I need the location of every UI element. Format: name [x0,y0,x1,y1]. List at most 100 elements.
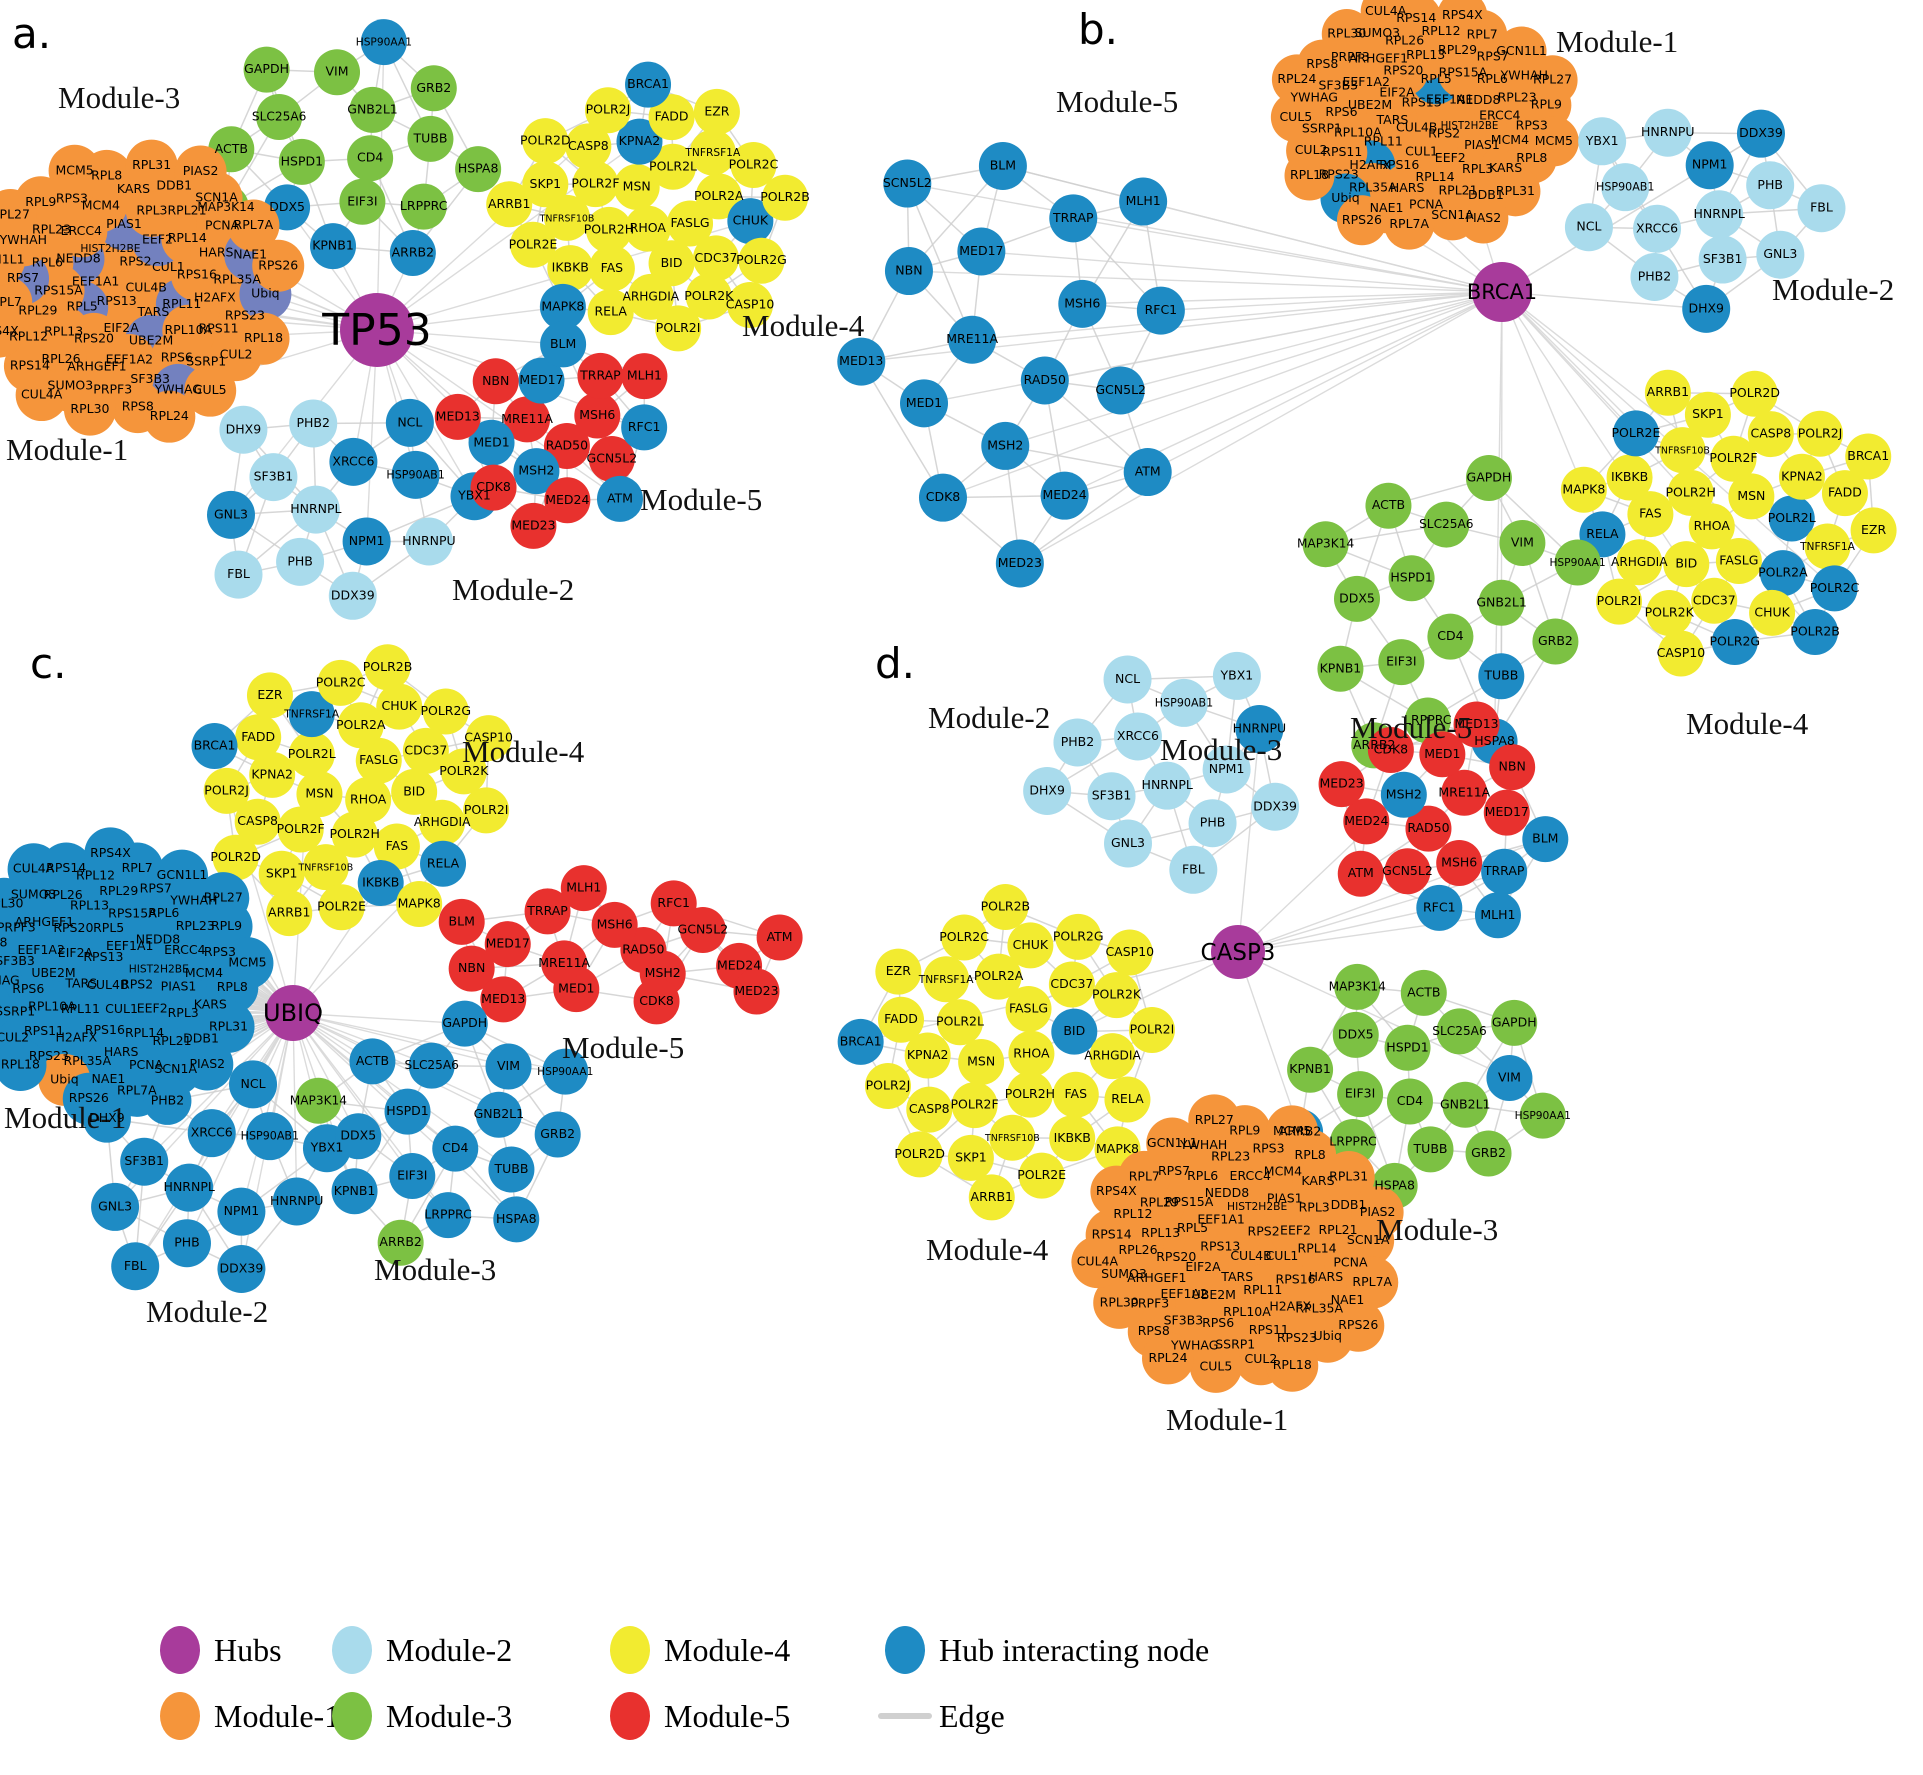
edge [1019,471,1149,565]
gene-label-CUL2: CUL2 [1245,1351,1278,1366]
hub-edge [1073,951,1239,1033]
gene-label-RPL27: RPL27 [1195,1112,1234,1127]
gene-node-FASLG [667,200,714,247]
gene-label-CUL2: CUL2 [220,347,253,362]
gene-label-PIAS1: PIAS1 [106,216,142,231]
module-label-a-Module-3: Module-3 [58,80,180,115]
gene-label-BRCA1: BRCA1 [1847,448,1889,463]
gene-node-NCL [385,398,434,447]
gene-label-POLR2B: POLR2B [363,659,413,674]
gene-node-PIAS2 [174,145,227,198]
module-label-d-Module-5: Module-5 [1350,710,1472,745]
gene-label-MSH2: MSH2 [987,437,1023,452]
gene-label-CUL4A: CUL4A [1077,1254,1119,1269]
gene-label-RPS7: RPS7 [1158,1163,1190,1178]
gene-label-ARHGEF1: ARHGEF1 [1127,1270,1186,1285]
gene-node-POLR2D [522,118,569,165]
gene-label-RPL10A: RPL10A [164,322,212,337]
gene-label-EEF1A2: EEF1A2 [1342,74,1389,89]
gene-label-HSPA8: HSPA8 [1374,1177,1415,1192]
gene-node-YBX1 [1578,117,1627,166]
gene-label-SF3B1: SF3B1 [1092,788,1132,803]
gene-label-EEF2: EEF2 [1280,1223,1311,1238]
gene-label-GAPDH: GAPDH [442,1015,487,1030]
gene-label-CUL4A: CUL4A [21,387,63,402]
gene-node-RPL30 [1321,9,1372,60]
gene-node-RELA [587,289,634,336]
gene-node-GNL3 [1103,819,1152,868]
gene-label-MED1: MED1 [473,434,509,449]
gene-node-LRPPRC [425,1192,472,1239]
gene-label-CD4: CD4 [442,1140,468,1155]
gene-node-MRE11A [504,396,551,443]
gene-label-CASP10: CASP10 [1657,645,1706,660]
gene-label-RPS23: RPS23 [1277,1330,1317,1345]
legend-label-Module-3: Module-3 [386,1698,512,1734]
gene-node-PHB [276,537,325,586]
gene-node-GCN5L2 [588,436,635,483]
gene-label-RPL9: RPL9 [1229,1123,1260,1138]
gene-label-TRRAP: TRRAP [1052,210,1094,225]
gene-node-MED17 [1483,789,1530,836]
gene-node-GCN5L2 [1096,366,1145,415]
gene-label-RHOA: RHOA [350,791,387,806]
gene-label-CASP10: CASP10 [1105,944,1154,959]
gene-label-RPS15A: RPS15A [1439,64,1488,79]
gene-node-XRCC6 [1113,712,1162,761]
gene-label-ARRB1: ARRB1 [268,905,310,920]
gene-label-BID: BID [1063,1023,1085,1038]
gene-node-SKP1 [522,161,569,208]
gene-label-ARRB1: ARRB1 [1647,384,1689,399]
gene-label-RPS13: RPS13 [97,293,137,308]
gene-label-PCNA: PCNA [1409,197,1444,212]
hub-node-BRCA1 [1472,262,1532,322]
gene-label-RPL29: RPL29 [99,883,138,898]
gene-label-RPS20: RPS20 [53,920,93,935]
gene-label-MED23: MED23 [734,983,778,998]
gene-label-YWHAH: YWHAH [169,892,217,907]
gene-node-FBL [214,550,263,599]
gene-node-CUL4A [15,369,68,422]
gene-label-H2AFX: H2AFX [55,1029,97,1044]
gene-node-DDX39 [328,571,377,620]
gene-label-CDK8: CDK8 [639,993,674,1008]
gene-node-MED24 [1343,798,1390,845]
gene-node-RHOA [1008,1030,1055,1077]
gene-node-CUL4A [1071,1236,1124,1289]
gene-label-PHB2: PHB2 [1061,734,1094,749]
gene-node-RPL7A [1384,199,1435,250]
gene-label-RPL5: RPL5 [1421,71,1452,86]
gene-label-FADD: FADD [1828,485,1862,500]
gene-node-BID [391,768,438,815]
legend-swatch-Module-3 [332,1692,372,1740]
gene-node-RAD50 [1020,356,1069,405]
gene-label-RPL10A: RPL10A [28,998,76,1013]
gene-label-MSH2: MSH2 [518,463,554,478]
gene-node-XRCC6 [187,1109,236,1158]
nodes [0,0,1897,1393]
gene-node-RPL24 [1142,1332,1195,1385]
gene-node-CDC37 [1691,577,1738,624]
gene-label-RPS7: RPS7 [140,881,172,896]
gene-node-POLR2L [650,143,697,190]
gene-node-POLR2D [212,834,259,881]
gene-node-RAD50 [543,423,590,470]
gene-label-RPL13: RPL13 [1406,47,1445,62]
gene-label-NPM1: NPM1 [349,533,385,548]
gene-label-MED17: MED17 [486,936,530,951]
gene-label-ARHGEF1: ARHGEF1 [67,358,126,373]
gene-label-YWHAH: YWHAH [0,232,47,247]
gene-label-LRPPRC: LRPPRC [1329,1134,1377,1149]
gene-label-POLR2E: POLR2E [1017,1167,1066,1182]
gene-label-RPL14: RPL14 [1416,169,1455,184]
hub-edge [1237,951,1510,1079]
panel-letter-a: a. [12,9,51,58]
gene-node-BLM [540,321,587,368]
edge [1002,165,1144,203]
gene-label-MAPK8: MAPK8 [1562,481,1605,496]
gene-label-DDX5: DDX5 [340,1128,376,1143]
gene-label-CUL1: CUL1 [1266,1248,1299,1263]
gene-label-CUL2: CUL2 [0,1029,29,1044]
gene-label-RPL5: RPL5 [67,299,98,314]
